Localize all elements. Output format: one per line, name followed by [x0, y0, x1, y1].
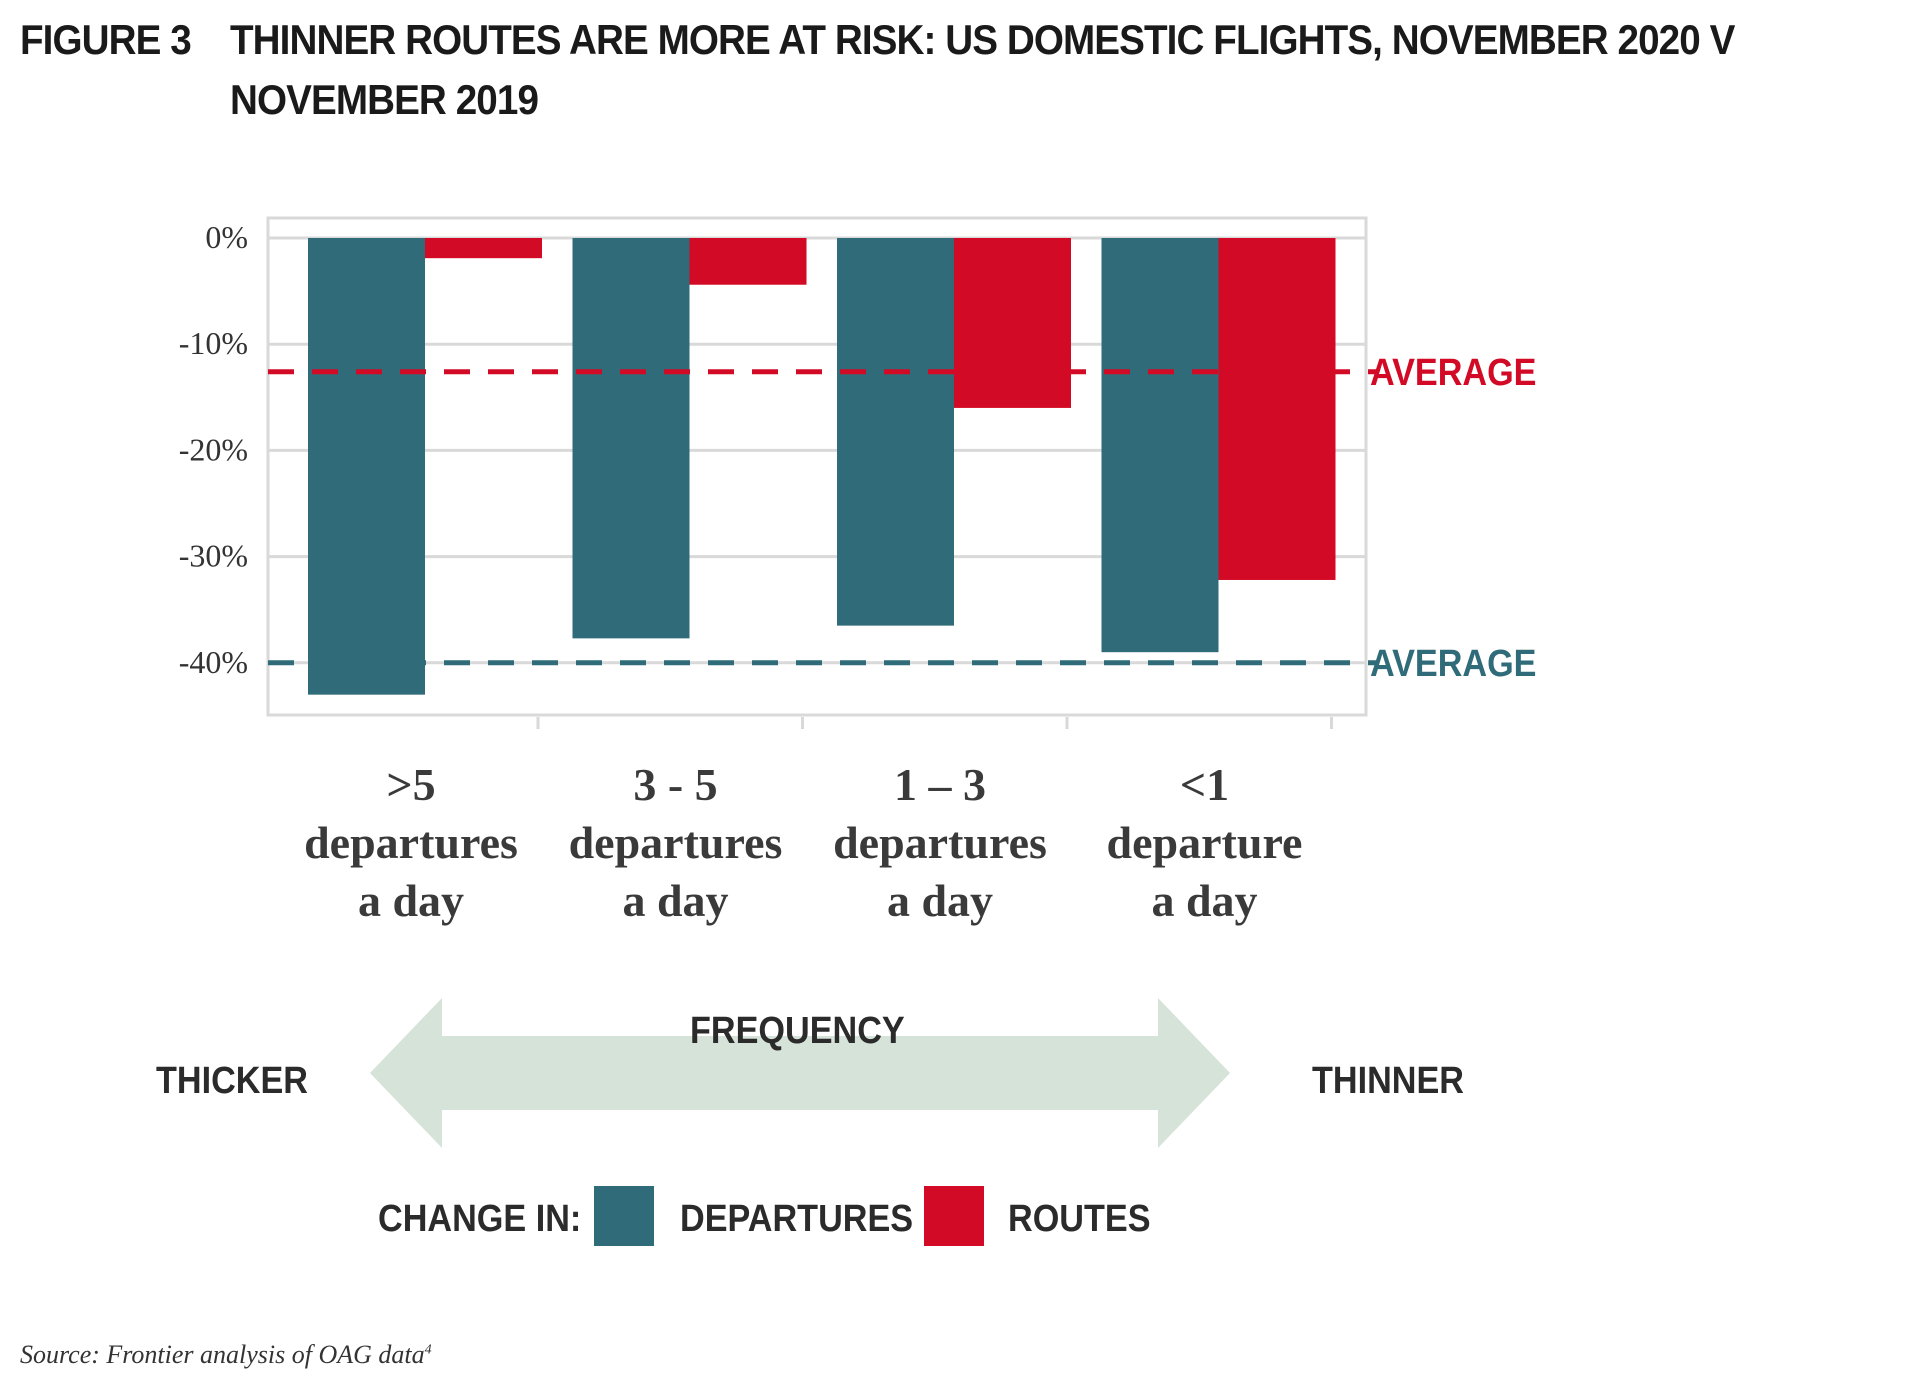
x-category-label: 1 – 3: [894, 759, 986, 810]
source-note: Source: Frontier analysis of OAG data4: [20, 1340, 432, 1370]
legend-swatch-departures: [594, 1186, 654, 1246]
bar-chart: 0% -10% -20% -30% -40% >5 departures a day 3 - 5…: [179, 216, 1536, 926]
x-category-label: 3 - 5: [633, 759, 717, 810]
x-category-label: a day: [1151, 875, 1257, 926]
legend-label-routes: ROUTES: [1008, 1198, 1151, 1240]
x-category-label: a day: [622, 875, 728, 926]
x-category-label: a day: [887, 875, 993, 926]
y-tick-label: -30%: [179, 538, 248, 574]
thicker-label: THICKER: [156, 1060, 309, 1102]
y-tick-label: 0%: [205, 219, 248, 255]
bar-routes: [954, 238, 1071, 408]
y-tick-label: -10%: [179, 325, 248, 361]
x-category-label: departure: [1107, 817, 1303, 868]
bar-departures: [1101, 238, 1219, 653]
figure-title: THINNER ROUTES ARE MORE AT RISK: US DOME…: [230, 16, 1735, 123]
x-category-label: departures: [569, 817, 783, 868]
x-category-label: departures: [833, 817, 1047, 868]
source-footnote: 4: [424, 1342, 432, 1358]
legend-label-departures: DEPARTURES: [680, 1198, 914, 1240]
x-category-label: >5: [386, 759, 435, 810]
legend-title: CHANGE IN:: [378, 1198, 582, 1240]
bar-departures: [308, 238, 425, 695]
frequency-label: FREQUENCY: [690, 1010, 905, 1052]
average-label-routes: AVERAGE: [1370, 350, 1536, 393]
frequency-arrow-icon: [370, 998, 1230, 1148]
source-text: Source: Frontier analysis of OAG data: [20, 1340, 425, 1369]
plot-frame: [266, 216, 1368, 717]
bar-routes: [689, 238, 807, 285]
thinner-label: THINNER: [1312, 1060, 1465, 1102]
figure-number: FIGURE 3: [20, 16, 192, 63]
y-tick-label: -40%: [179, 644, 248, 680]
average-label-departures: AVERAGE: [1370, 641, 1536, 684]
bar-departures: [837, 238, 954, 626]
legend-swatch-routes: [924, 1186, 984, 1246]
x-category-label: <1: [1180, 759, 1229, 810]
y-tick-label: -20%: [179, 431, 248, 467]
x-category-label: a day: [358, 875, 464, 926]
bar-departures: [572, 238, 690, 639]
x-category-label: departures: [304, 817, 518, 868]
bar-routes: [1218, 238, 1336, 580]
bar-routes: [425, 238, 542, 259]
